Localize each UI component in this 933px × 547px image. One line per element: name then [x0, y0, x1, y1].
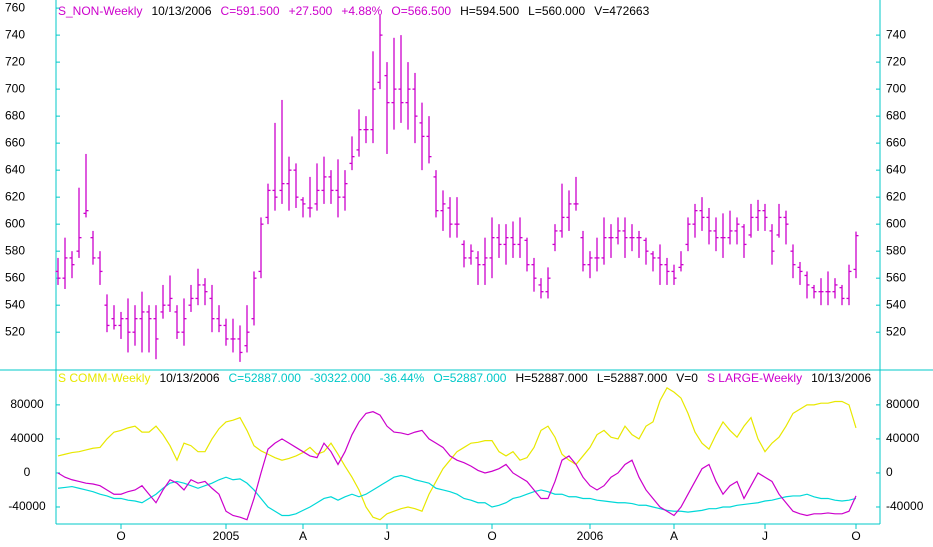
- y-tick-label: 660: [5, 135, 25, 149]
- y2-tick-label: 720: [886, 54, 906, 68]
- y2-tick-label: 660: [886, 135, 906, 149]
- series-line: [57, 411, 857, 521]
- header-item: +27.500: [289, 4, 333, 18]
- y-tick-label: 580: [5, 243, 25, 257]
- header-item: +4.88%: [341, 4, 382, 18]
- header-item: L=52887.000: [597, 371, 668, 385]
- y-tick-label: 640: [5, 162, 25, 176]
- header-item: -36.44%: [380, 371, 425, 385]
- y-tick-label: 80000: [10, 397, 44, 411]
- header-item: 10/13/2006: [811, 371, 871, 385]
- x-tick-label: 2006: [577, 529, 604, 543]
- header-item: C=591.500: [221, 4, 280, 18]
- y-tick-label: 720: [5, 54, 25, 68]
- y-tick-label: 620: [5, 189, 25, 203]
- x-tick-label: J: [384, 529, 390, 543]
- y2-tick-label: 740: [886, 27, 906, 41]
- header-item: S_NON-Weekly: [58, 4, 142, 18]
- y-tick-label: 560: [5, 270, 25, 284]
- y2-tick-label: 680: [886, 108, 906, 122]
- x-tick-label: J: [762, 529, 768, 543]
- y-tick-label: 40000: [10, 431, 44, 445]
- y-tick-label: 740: [5, 27, 25, 41]
- x-tick-label: A: [299, 529, 307, 543]
- header-item: V=472663: [594, 4, 649, 18]
- y2-tick-label: 0: [886, 465, 893, 479]
- header-item: O=566.500: [391, 4, 451, 18]
- header-item: H=52887.000: [515, 371, 588, 385]
- header-item: 10/13/2006: [151, 4, 211, 18]
- y2-tick-label: 520: [886, 324, 906, 338]
- header: S_NON-Weekly 10/13/2006 C=591.500 +27.500 +4…: [58, 4, 650, 18]
- x-tick-label: O: [851, 529, 860, 543]
- x-tick-label: O: [116, 529, 125, 543]
- header-item: 10/13/2006: [159, 371, 219, 385]
- y-tick-label: 520: [5, 324, 25, 338]
- y-tick-label: 700: [5, 81, 25, 95]
- y2-tick-label: 80000: [886, 397, 920, 411]
- x-tick-label: 2005: [213, 529, 240, 543]
- header-item: V=0: [676, 371, 698, 385]
- header-item: S COMM-Weekly: [58, 371, 150, 385]
- header-item: L=560.000: [528, 4, 585, 18]
- y-tick-label: 760: [5, 0, 25, 14]
- header-item: O=52887.000: [433, 371, 506, 385]
- header-item: S LARGE-Weekly: [707, 371, 802, 385]
- y2-tick-label: 560: [886, 270, 906, 284]
- y2-tick-label: 40000: [886, 431, 920, 445]
- y-tick-label: 0: [24, 465, 31, 479]
- x-tick-label: O: [487, 529, 496, 543]
- y2-tick-label: 600: [886, 216, 906, 230]
- series-line: [57, 387, 857, 521]
- header: S COMM-Weekly 10/13/2006 C=52887.000 -30322…: [58, 371, 871, 385]
- y2-tick-label: 620: [886, 189, 906, 203]
- y2-tick-label: 540: [886, 297, 906, 311]
- y2-tick-label: -40000: [886, 499, 924, 513]
- header-item: H=594.500: [460, 4, 519, 18]
- y2-tick-label: 700: [886, 81, 906, 95]
- header-item: C=52887.000: [229, 371, 302, 385]
- y2-tick-label: 640: [886, 162, 906, 176]
- y-tick-label: 600: [5, 216, 25, 230]
- header-item: -30322.000: [310, 371, 371, 385]
- series-line: [57, 474, 857, 517]
- y-tick-label: -40000: [8, 499, 46, 513]
- y-tick-label: 680: [5, 108, 25, 122]
- y2-tick-label: 580: [886, 243, 906, 257]
- y-tick-label: 540: [5, 297, 25, 311]
- x-tick-label: A: [670, 529, 678, 543]
